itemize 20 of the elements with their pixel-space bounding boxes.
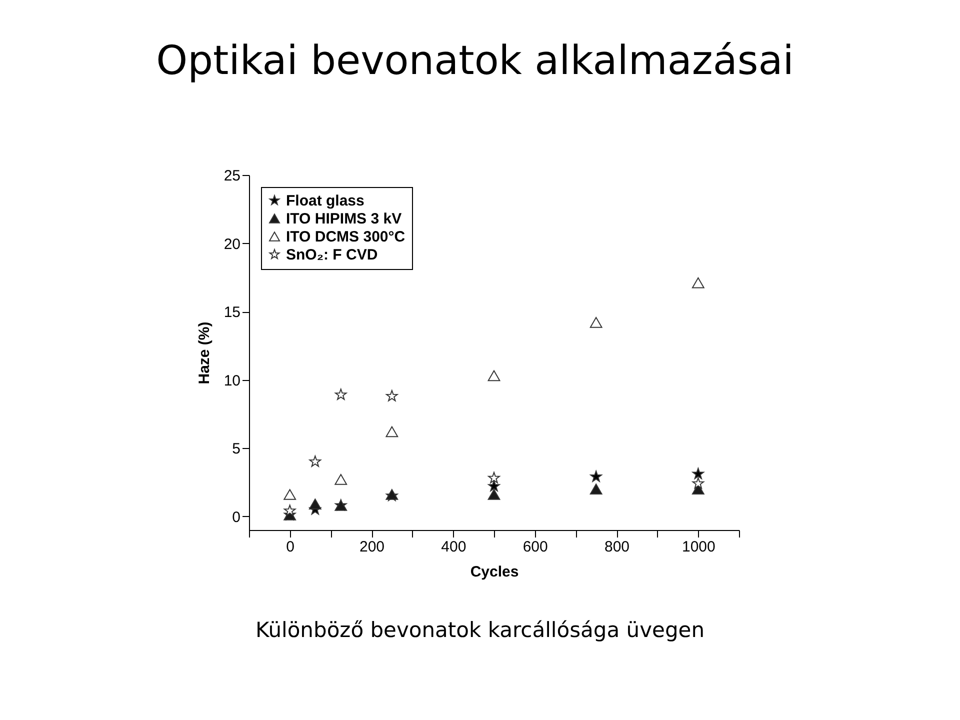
y-tick-label: 0 bbox=[232, 508, 240, 526]
legend-label: ITO HIPIMS 3 kV bbox=[286, 210, 402, 228]
y-tick-label: 15 bbox=[224, 304, 240, 322]
x-axis-title: Cycles bbox=[470, 564, 519, 580]
chart-title: Optikai bevonatok alkalmazásai bbox=[155, 38, 795, 84]
y-tick-label: 10 bbox=[224, 372, 240, 390]
y-tick-label: 20 bbox=[224, 236, 240, 253]
x-tick-label: 800 bbox=[604, 538, 630, 556]
x-tick-label: 600 bbox=[522, 538, 548, 556]
legend-label: SnO₂: F CVD bbox=[286, 246, 378, 264]
y-tick-label: 25 bbox=[224, 168, 240, 184]
y-tick-label: 5 bbox=[232, 440, 240, 458]
text: Különböző bevonatok karcállósága üvegen bbox=[254, 618, 706, 642]
x-tick-label: 400 bbox=[441, 538, 466, 556]
x-tick-label: 0 bbox=[286, 538, 295, 556]
x-tick-label: 200 bbox=[359, 538, 385, 556]
legend-label: ITO DCMS 300°C bbox=[286, 228, 406, 246]
x-tick-label: 1000 bbox=[682, 538, 716, 556]
y-axis-title: Haze (%) bbox=[196, 322, 213, 384]
legend-label: Float glass bbox=[286, 192, 364, 210]
